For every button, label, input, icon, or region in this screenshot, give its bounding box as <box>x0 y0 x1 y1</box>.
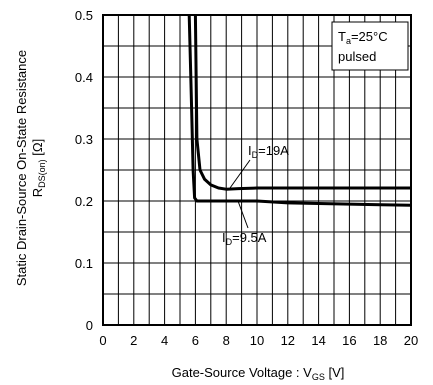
series-lines <box>187 14 412 207</box>
legend-frame <box>331 21 409 71</box>
x-tick-label: 10 <box>250 333 264 348</box>
y-axis-label-line1: Static Drain-Source On-State Resistance <box>14 50 29 286</box>
label-leader-9-5a <box>237 200 249 229</box>
y-tick-label: 0.4 <box>75 70 93 85</box>
x-tick-labels: 0 2 4 6 8 10 12 14 16 18 20 <box>99 333 418 348</box>
x-axis-label: Gate-Source Voltage : VGS [V] <box>172 365 345 382</box>
series-line-19a <box>193 14 411 191</box>
x-tick-label: 0 <box>99 333 106 348</box>
y-tick-label: 0.2 <box>75 194 93 209</box>
y-tick-label: 0 <box>86 318 93 333</box>
label-leader-19a <box>229 159 251 189</box>
y-tick-label: 0.5 <box>75 8 93 23</box>
y-tick-label: 0.3 <box>75 132 93 147</box>
legend-temp: Ta=25°C <box>338 29 388 46</box>
y-axis-label-line2: RDS(on) [Ω] <box>30 139 47 197</box>
plot-frame <box>102 14 412 326</box>
x-tick-label: 14 <box>311 333 325 348</box>
x-tick-label: 2 <box>130 333 137 348</box>
x-tick-label: 4 <box>161 333 168 348</box>
x-tick-label: 6 <box>192 333 199 348</box>
series-line-9-5a <box>187 14 412 207</box>
series-label-19a: ID=19A <box>248 143 289 160</box>
y-tick-labels: 0 0.1 0.2 0.3 0.4 0.5 <box>75 8 93 333</box>
y-tick-label: 0.1 <box>75 256 93 271</box>
y-axis-label: Static Drain-Source On-State Resistance … <box>14 50 47 286</box>
x-tick-label: 16 <box>342 333 356 348</box>
x-tick-label: 12 <box>281 333 295 348</box>
x-tick-label: 20 <box>404 333 418 348</box>
series-label-9-5a: ID=9.5A <box>222 230 267 247</box>
x-tick-label: 18 <box>373 333 387 348</box>
legend-pulsed: pulsed <box>338 49 376 64</box>
legend-box: Ta=25°C pulsed <box>331 21 409 71</box>
x-tick-label: 8 <box>223 333 230 348</box>
